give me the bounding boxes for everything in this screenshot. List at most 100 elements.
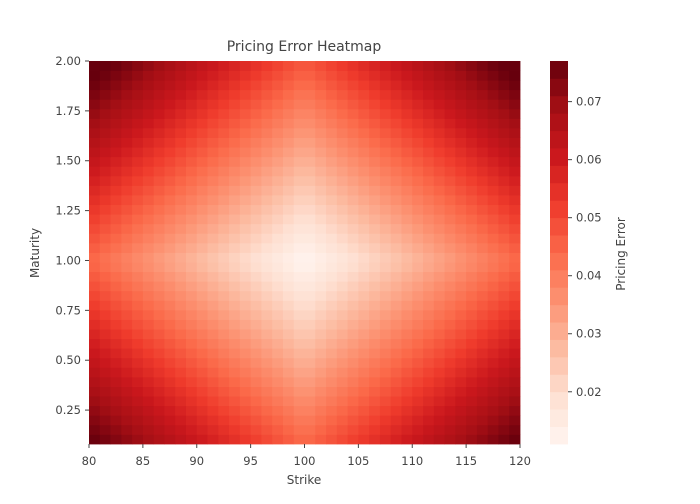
heatmap-cell xyxy=(164,434,176,445)
heatmap-cell xyxy=(509,367,521,378)
heatmap-cell xyxy=(455,147,467,158)
heatmap-cell xyxy=(509,175,521,186)
heatmap-cell xyxy=(110,290,122,301)
heatmap-cell xyxy=(336,309,349,320)
heatmap-cell xyxy=(466,185,478,196)
heatmap-cell xyxy=(175,252,187,263)
heatmap-cell xyxy=(142,80,155,91)
heatmap-cell xyxy=(304,137,316,148)
heatmap-cell xyxy=(282,223,295,234)
heatmap-cell xyxy=(412,147,424,158)
heatmap-cell xyxy=(487,348,499,359)
heatmap-cell xyxy=(293,281,305,292)
heatmap-cell xyxy=(142,424,155,435)
heatmap-cell xyxy=(293,204,305,215)
heatmap-cell xyxy=(142,319,155,330)
heatmap-cell xyxy=(218,156,230,167)
heatmap-cell xyxy=(132,434,144,445)
heatmap-cell xyxy=(196,434,208,445)
heatmap-cell xyxy=(401,175,413,186)
heatmap-cell xyxy=(207,262,219,273)
heatmap-cell xyxy=(444,156,456,167)
heatmap-cell xyxy=(379,80,392,91)
heatmap-cell xyxy=(250,195,262,206)
heatmap-cell xyxy=(315,338,327,349)
heatmap-cell xyxy=(379,338,392,349)
heatmap-cell xyxy=(379,415,392,426)
heatmap-cell xyxy=(509,300,521,311)
heatmap-cell xyxy=(304,319,316,330)
heatmap-cell xyxy=(347,89,359,100)
heatmap-cell xyxy=(121,166,133,177)
heatmap-cell xyxy=(455,108,467,119)
y-tick-label: 0.25 xyxy=(55,403,81,417)
heatmap-cell xyxy=(207,242,219,253)
colorbar-ticks: 0.020.030.040.050.060.07 xyxy=(568,95,602,399)
heatmap-cell xyxy=(379,233,392,244)
heatmap-cell xyxy=(304,128,316,138)
y-tick-label: 1.75 xyxy=(55,104,81,118)
heatmap-cell xyxy=(412,137,424,148)
heatmap-cell xyxy=(315,424,327,435)
heatmap-cell xyxy=(369,61,381,71)
heatmap-cell xyxy=(218,376,230,387)
heatmap-cell xyxy=(89,348,101,359)
heatmap-cell xyxy=(196,309,208,320)
heatmap-cell xyxy=(153,214,165,225)
heatmap-cell xyxy=(369,357,381,368)
heatmap-cell xyxy=(369,271,381,282)
heatmap-cell xyxy=(132,185,144,196)
x-tick-label: 120 xyxy=(509,454,531,468)
heatmap-cell xyxy=(272,89,284,100)
heatmap-cell xyxy=(423,281,435,292)
heatmap-cell xyxy=(207,290,219,301)
heatmap-cell xyxy=(369,70,381,81)
heatmap-cell xyxy=(185,405,198,416)
heatmap-cell xyxy=(153,99,165,110)
heatmap-cell xyxy=(142,195,155,206)
heatmap-cell xyxy=(153,300,165,311)
heatmap-cell xyxy=(476,108,489,119)
heatmap-cell xyxy=(336,242,349,253)
heatmap-cell xyxy=(153,156,165,167)
heatmap-cell xyxy=(175,300,187,311)
heatmap-cell xyxy=(326,156,338,167)
heatmap-cell xyxy=(315,405,327,416)
heatmap-cell xyxy=(487,233,499,244)
heatmap-cell xyxy=(239,89,252,100)
heatmap-cell xyxy=(326,405,338,416)
heatmap-cell xyxy=(185,242,198,253)
heatmap-cell xyxy=(153,223,165,234)
heatmap-cell xyxy=(261,204,273,215)
heatmap-cell xyxy=(250,99,262,110)
heatmap-cell xyxy=(390,386,402,397)
heatmap-cell xyxy=(185,108,198,119)
heatmap-cell xyxy=(121,319,133,330)
heatmap-cell xyxy=(423,242,435,253)
heatmap-cell xyxy=(261,348,273,359)
heatmap-cell xyxy=(401,281,413,292)
heatmap-cell xyxy=(401,396,413,407)
heatmap-cell xyxy=(110,214,122,225)
heatmap-cell xyxy=(218,434,230,445)
heatmap-cell xyxy=(218,271,230,282)
heatmap-cell xyxy=(336,271,349,282)
heatmap-cell xyxy=(369,80,381,91)
heatmap-cell xyxy=(487,242,499,253)
heatmap-cell xyxy=(239,405,252,416)
heatmap-cell xyxy=(379,118,392,129)
heatmap-cell xyxy=(132,99,144,110)
heatmap-cell xyxy=(466,233,478,244)
heatmap-cell xyxy=(207,415,219,426)
heatmap-cell xyxy=(175,175,187,186)
heatmap-cell xyxy=(250,300,262,311)
heatmap-cell xyxy=(89,396,101,407)
heatmap-cell xyxy=(218,262,230,273)
heatmap-cell xyxy=(347,319,359,330)
heatmap-cell xyxy=(304,290,316,301)
heatmap-cell xyxy=(358,195,370,206)
heatmap-cell xyxy=(315,108,327,119)
heatmap-cell xyxy=(444,89,456,100)
heatmap-cell xyxy=(444,329,456,340)
heatmap-cell xyxy=(142,415,155,426)
